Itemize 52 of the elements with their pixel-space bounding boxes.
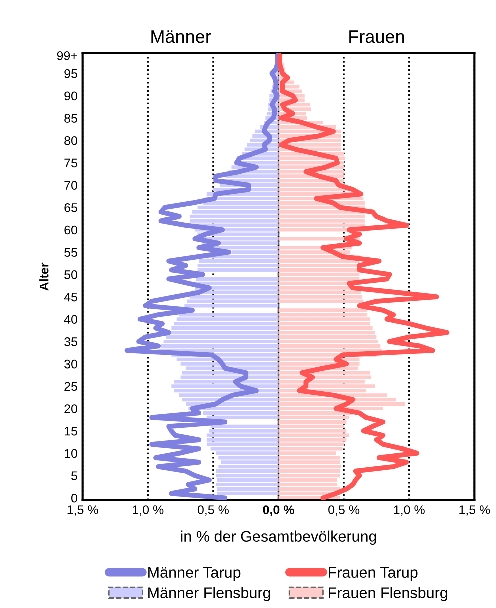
bar	[198, 264, 279, 268]
bar	[216, 482, 279, 487]
bar	[217, 492, 279, 496]
bar	[206, 416, 279, 420]
y-tick-label: 15	[65, 427, 78, 436]
y-tick-label: 10	[65, 449, 78, 458]
y-axis-title: Alter	[40, 262, 49, 291]
legend-label: Männer Flensburg	[148, 587, 270, 602]
y-tick-label: 70	[64, 181, 78, 190]
x-tick-label: 1,0 %	[133, 506, 164, 516]
y-tick-label: 30	[64, 360, 78, 369]
x-tick-label: 1,5 %	[68, 506, 98, 516]
legend-label: Frauen Flensburg	[329, 587, 448, 602]
y-tick-label: 5	[72, 472, 78, 480]
y-tick-label: 20	[64, 404, 78, 414]
text: Männer	[152, 30, 212, 44]
bar	[217, 478, 279, 482]
x-tick-label: 0,0 %	[263, 506, 294, 516]
y-tick-label: 80	[64, 136, 78, 146]
y-tick-label: 25	[64, 382, 78, 392]
y-tick-label: 0	[72, 494, 78, 503]
x-tick-label: 0,5 %	[198, 506, 229, 516]
bar	[164, 340, 279, 344]
y-tick-label: 99+	[57, 52, 78, 60]
x-tick-label: 1,5 %	[460, 506, 490, 516]
bar	[278, 308, 368, 312]
bar	[278, 482, 338, 487]
bar	[179, 313, 279, 317]
bar	[166, 335, 279, 340]
y-tick-label: 35	[64, 338, 78, 346]
text: Frauen	[350, 30, 404, 44]
bar	[198, 268, 279, 272]
bar	[278, 340, 378, 344]
bar	[278, 268, 360, 272]
bar	[278, 478, 338, 482]
y-tick-label: 55	[64, 248, 78, 258]
legend-label: Männer Tarup	[148, 567, 241, 582]
bar	[278, 300, 364, 304]
x-tick-label: 0,5 %	[328, 506, 360, 516]
y-tick-label: 95	[64, 69, 78, 78]
y-tick-label: 90	[64, 92, 78, 101]
x-axis-title: in % der Gesamtbevölkerung	[181, 530, 376, 546]
y-tick-label: 65	[64, 203, 78, 212]
legend-label: Frauen Tarup	[329, 567, 418, 582]
y-tick-label: 40	[64, 315, 78, 324]
y-tick-label: 75	[64, 158, 78, 168]
y-tick-label: 60	[64, 226, 78, 235]
bar	[278, 335, 377, 340]
y-tick-label: 45	[64, 292, 78, 302]
x-tick-label: 1,0 %	[394, 506, 425, 516]
y-tick-label: 85	[64, 114, 78, 123]
y-tick-label: 50	[64, 270, 78, 280]
